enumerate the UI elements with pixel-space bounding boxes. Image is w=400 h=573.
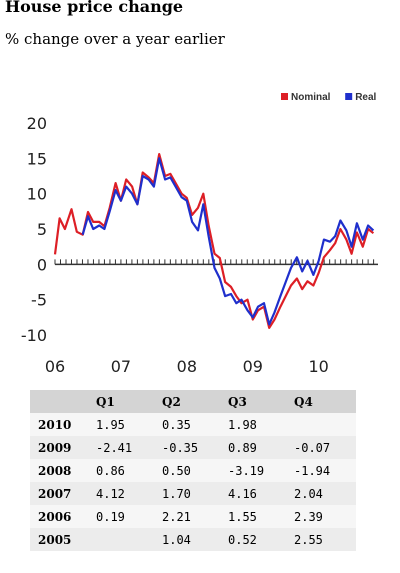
table-body: 2010 1.95 0.35 1.98 2009 -2.41 -0.35 0.89 -0.07 2…: [30, 413, 356, 551]
table-cell: 0.86: [96, 463, 125, 478]
table-cell: 4.12: [96, 486, 125, 501]
table-cell: -1.94: [294, 463, 331, 478]
table-cell: -0.07: [294, 440, 331, 455]
legend-label-nominal: Nominal: [291, 92, 331, 103]
table-row: 2006 0.19 2.21 1.55 2.39: [30, 505, 356, 528]
y-axis: 20 15 10 5 0 -5 -10: [21, 114, 47, 345]
table-cell: 1.98: [228, 417, 257, 432]
table-cell: 2.39: [294, 509, 323, 524]
table-header-row: Q1 Q2 Q3 Q4: [30, 390, 356, 413]
table-cell: [286, 413, 356, 436]
series-lines: [53, 153, 375, 329]
y-tick-label: 0: [37, 255, 47, 274]
table-cell: -0.35: [162, 440, 199, 455]
table-row: 2008 0.86 0.50 -3.19 -1.94: [30, 459, 356, 482]
table-cell: 0.89: [228, 440, 257, 455]
legend-swatch-real: [345, 93, 353, 100]
y-tick-label: -10: [21, 326, 47, 345]
x-tick-label: 08: [177, 357, 197, 376]
table-cell: 1.55: [228, 509, 257, 524]
table-row: 2009 -2.41 -0.35 0.89 -0.07: [30, 436, 356, 459]
row-year: 2007: [38, 486, 72, 501]
x-tick-label: 09: [243, 357, 263, 376]
table-row: 2005 1.04 0.52 2.55: [30, 528, 356, 551]
house-price-chart: Nominal Real 20 15 10 5 0 -5 -10 06 07 08 09 10: [21, 92, 378, 376]
table-cell: 1.95: [96, 417, 125, 432]
table-cell: 0.19: [96, 509, 125, 524]
table-cell: 0.50: [162, 463, 191, 478]
table-cell: 1.04: [162, 532, 191, 547]
chart-subtitle: % change over a year earlier: [5, 30, 225, 48]
y-tick-label: -5: [31, 291, 47, 310]
y-tick-label: 10: [27, 185, 47, 204]
y-tick-label: 5: [37, 220, 47, 239]
row-year: 2009: [38, 440, 72, 455]
legend-swatch-nominal: [281, 93, 288, 100]
column-header: Q4: [294, 394, 313, 409]
table-cell: 0.35: [162, 417, 191, 432]
table-cell: 0.52: [228, 532, 257, 547]
x-axis: 06 07 08 09 10: [45, 259, 378, 376]
table-cell: -3.19: [228, 463, 265, 478]
row-year: 2005: [38, 532, 72, 547]
chart-legend: Nominal Real: [281, 92, 377, 103]
x-tick-label: 10: [308, 357, 328, 376]
table-cell: [88, 528, 154, 551]
x-tick-label: 07: [111, 357, 131, 376]
table-cell: 2.21: [162, 509, 191, 524]
table-cell: 1.70: [162, 486, 191, 501]
column-header: Q3: [228, 394, 247, 409]
table-row: 2007 4.12 1.70 4.16 2.04: [30, 482, 356, 505]
y-tick-label: 20: [27, 114, 47, 133]
column-header: Q1: [96, 394, 115, 409]
column-header: [30, 390, 88, 413]
y-tick-label: 15: [27, 149, 47, 168]
column-header: Q2: [162, 394, 181, 409]
series-line-real: [81, 157, 375, 326]
legend-label-real: Real: [355, 92, 376, 103]
table-row: 2010 1.95 0.35 1.98: [30, 413, 356, 436]
table-cell: 4.16: [228, 486, 257, 501]
chart-title: House price change: [5, 0, 184, 16]
row-year: 2006: [38, 509, 72, 524]
x-tick-label: 06: [45, 357, 65, 376]
table-cell: -2.41: [96, 440, 133, 455]
table-cell: 2.04: [294, 486, 323, 501]
table-cell: 2.55: [294, 532, 323, 547]
quarterly-table: Q1 Q2 Q3 Q4 2010 1.95 0.35 1.98 2009 -2.41 -0.35 0…: [30, 390, 356, 551]
row-year: 2010: [38, 417, 72, 432]
row-year: 2008: [38, 463, 72, 478]
